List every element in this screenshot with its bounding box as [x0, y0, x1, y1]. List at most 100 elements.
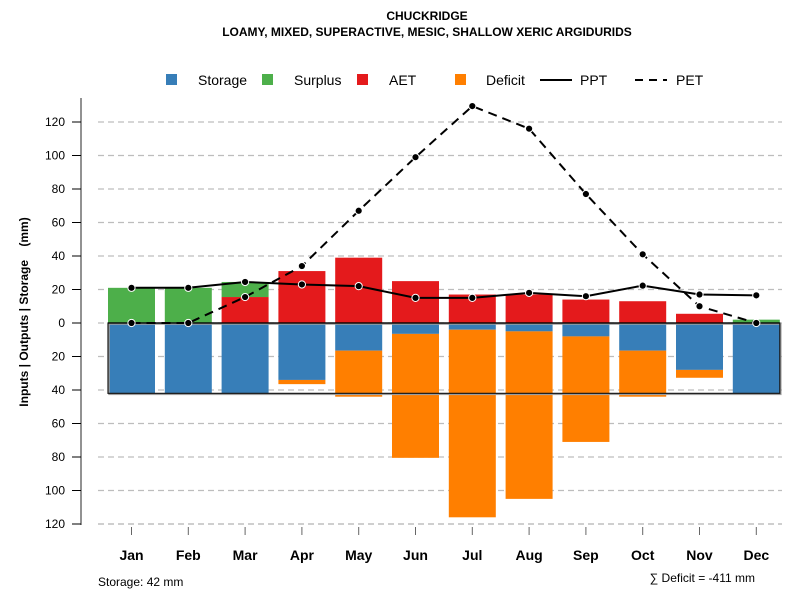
pet-point-may	[354, 206, 363, 215]
ppt-point-may	[354, 282, 363, 291]
bar-storage-feb	[164, 323, 212, 394]
x-tick-label-aug: Aug	[515, 547, 542, 563]
ppt-point-mar	[241, 277, 250, 287]
bar-deficit-sep	[562, 336, 610, 442]
storage-note: Storage: 42 mm	[98, 575, 183, 589]
pet-point-feb	[184, 318, 193, 328]
legend: Storage Surplus AET Deficit PPT PET	[166, 72, 704, 88]
bar-storage-oct	[619, 323, 667, 351]
x-tick-label-apr: Apr	[290, 547, 315, 563]
bar-storage-sep	[562, 323, 610, 337]
y-tick-label: 80	[52, 182, 66, 196]
ppt-line	[131, 280, 757, 299]
storage-outline	[107, 322, 782, 396]
y-axis-title: Inputs | Outputs | Storage (mm)	[17, 217, 31, 406]
chart-title: CHUCKRIDGE	[386, 9, 467, 23]
x-tick-label-mar: Mar	[233, 547, 258, 563]
bar-surplus-jan	[108, 287, 155, 323]
legend-storage-swatch	[166, 74, 177, 85]
bar-deficit-apr	[278, 379, 326, 385]
pet-point-sep	[581, 189, 591, 199]
pet-point-jun	[411, 153, 420, 162]
x-tick-label-feb: Feb	[176, 547, 201, 563]
legend-aet-swatch	[357, 74, 368, 85]
bars	[108, 257, 780, 518]
bar-deficit-jun	[392, 333, 439, 458]
legend-aet-label: AET	[389, 72, 417, 88]
lines	[127, 101, 761, 328]
bar-aet-nov	[676, 313, 723, 323]
ppt-point-oct	[638, 281, 647, 290]
x-tick-label-oct: Oct	[631, 547, 655, 563]
storage-outline-shadow	[108, 323, 782, 396]
legend-surplus-swatch	[262, 74, 273, 85]
legend-deficit-label: Deficit	[486, 72, 525, 88]
pet-point-jul	[468, 101, 477, 111]
legend-deficit-swatch	[455, 74, 466, 85]
pet-point-aug	[525, 124, 534, 133]
legend-pet-label: PET	[676, 72, 704, 88]
deficit-note: ∑ Deficit = -411 mm	[650, 571, 755, 585]
bar-aet-apr	[278, 271, 326, 323]
legend-ppt-label: PPT	[580, 72, 608, 88]
y-tick-label: 60	[52, 216, 66, 230]
bar-storage-jun	[392, 323, 439, 334]
ppt-point-nov	[695, 290, 704, 299]
x-tick-label-nov: Nov	[686, 547, 713, 563]
ppt-point-feb	[184, 283, 193, 292]
bar-storage-jul	[448, 323, 496, 330]
bar-deficit-jul	[448, 329, 496, 518]
x-tick-label-jul: Jul	[462, 547, 482, 563]
ppt-point-apr	[297, 280, 306, 289]
bar-deficit-nov	[676, 369, 723, 378]
y-tick-label: 60	[52, 417, 66, 431]
bar-storage-aug	[505, 323, 553, 332]
pet-point-nov	[695, 302, 704, 311]
ppt-point-jan	[127, 283, 136, 292]
y-tick-label: 80	[52, 450, 66, 464]
bar-aet-aug	[505, 294, 553, 323]
y-tick-label: 100	[45, 149, 65, 163]
bar-surplus-feb	[164, 287, 212, 323]
y-tick-label: 100	[45, 484, 65, 498]
x-tick-label-dec: Dec	[743, 547, 769, 563]
pet-point-jan	[127, 318, 136, 328]
axes: 120 100 80 60 40 20 0 20 40 60 80 100 120 Jan Feb Mar Ap…	[45, 98, 769, 563]
pet-point-mar	[241, 292, 250, 302]
bar-storage-nov	[676, 323, 723, 370]
y-tick-label: 40	[52, 249, 66, 263]
x-tick-label-jan: Jan	[119, 547, 143, 563]
y-tick-label: 120	[45, 115, 65, 129]
ppt-point-aug	[525, 288, 534, 297]
x-tick-label-may: May	[345, 547, 372, 563]
pet-point-oct	[638, 250, 647, 259]
pet-point-apr	[297, 261, 306, 271]
bar-deficit-aug	[505, 331, 553, 499]
x-tick-label-jun: Jun	[403, 547, 428, 563]
bar-deficit-oct	[619, 350, 667, 397]
bar-storage-may	[335, 323, 383, 351]
y-tick-label: 120	[45, 517, 65, 531]
bar-aet-jun	[392, 281, 439, 323]
x-tick-label-sep: Sep	[573, 547, 599, 563]
bar-aet-mar	[221, 297, 269, 323]
ppt-point-dec	[752, 291, 761, 300]
legend-surplus-label: Surplus	[294, 72, 341, 88]
bar-storage-mar	[221, 323, 269, 394]
y-tick-label: 20	[52, 283, 66, 297]
bar-storage-apr	[278, 323, 326, 380]
bar-aet-oct	[619, 301, 667, 323]
grid-lines	[98, 121, 782, 525]
bar-aet-sep	[562, 299, 610, 323]
ppt-point-sep	[581, 292, 591, 301]
ppt-point-jun	[411, 293, 420, 302]
bar-deficit-may	[335, 350, 383, 397]
bar-storage-dec	[732, 323, 780, 394]
ppt-point-jul	[468, 293, 477, 302]
chart-subtitle: LOAMY, MIXED, SUPERACTIVE, MESIC, SHALLO…	[222, 25, 632, 39]
y-tick-label: 0	[58, 316, 65, 330]
legend-storage-label: Storage	[198, 72, 247, 88]
bar-storage-jan	[108, 323, 155, 394]
y-tick-label: 40	[52, 383, 66, 397]
